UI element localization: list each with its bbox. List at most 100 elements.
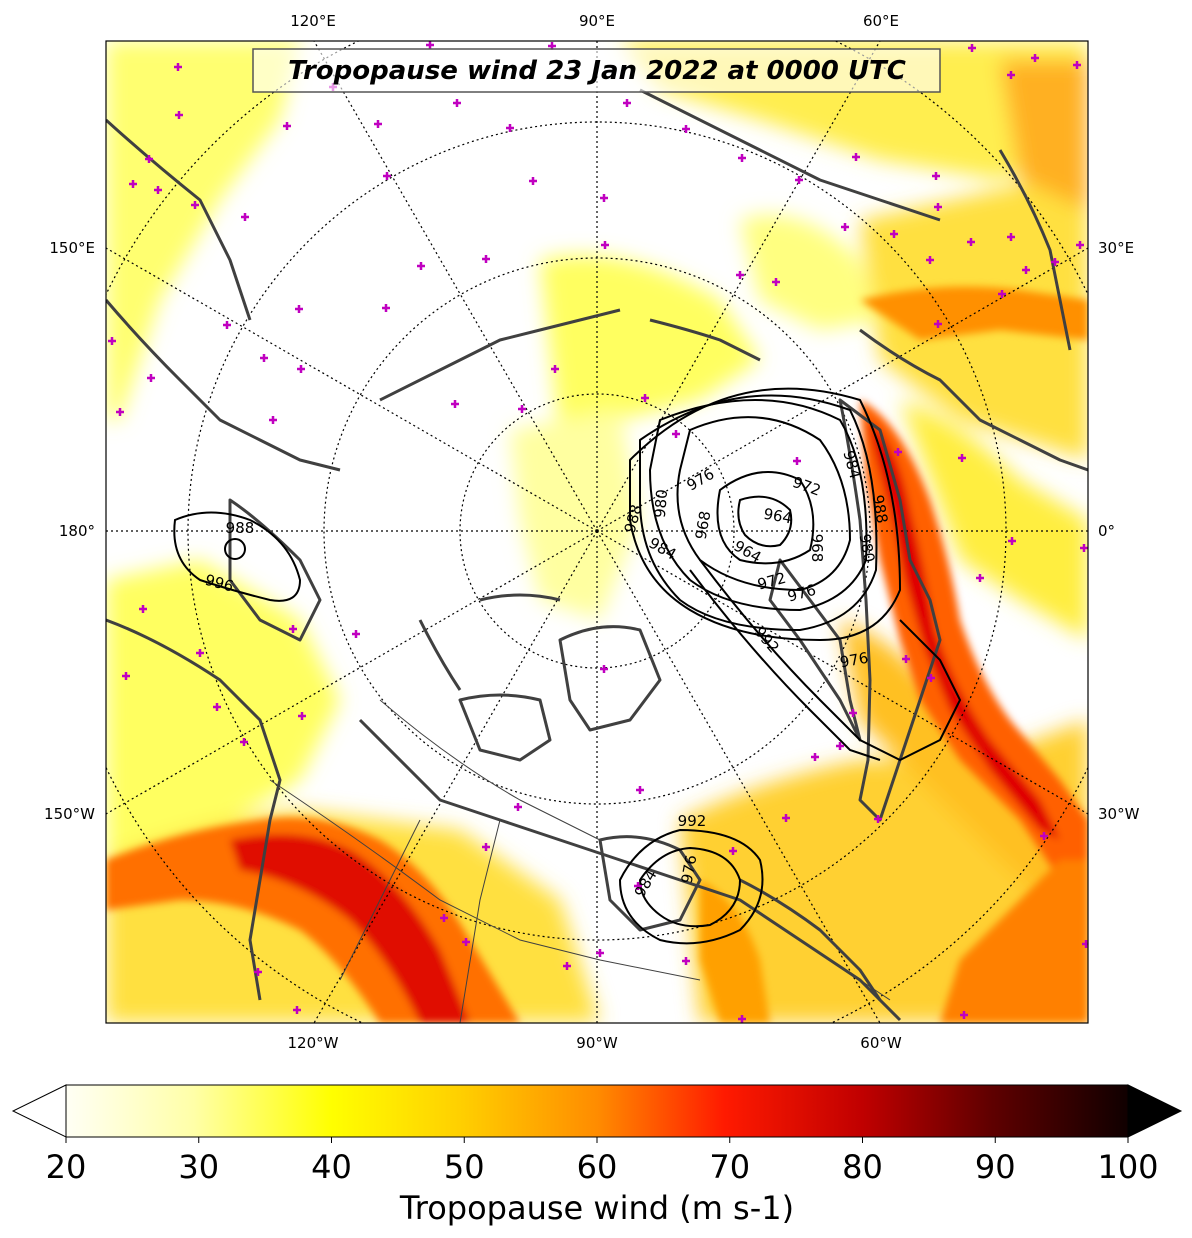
station-marker [932, 172, 940, 180]
lon-label-top-60e: 60°E [863, 12, 899, 30]
station-marker [551, 365, 559, 373]
station-marker [934, 320, 942, 328]
station-marker [926, 256, 934, 264]
colorbar: 20 30 40 50 60 70 80 90 100 Tropopause wind (m s… [11, 1084, 1183, 1227]
station-marker [240, 738, 248, 746]
lon-label-bottom-60w: 60°W [860, 1034, 902, 1052]
coastlines [106, 88, 1088, 1022]
contour-label: 980 [856, 532, 879, 563]
station-marker [145, 155, 153, 163]
station-marker [772, 278, 780, 286]
station-marker [958, 454, 966, 462]
station-marker [636, 786, 644, 794]
map-panel [106, 41, 1088, 1023]
station-marker [596, 949, 604, 957]
station-marker [175, 111, 183, 119]
colorbar-tick-label: 100 [1097, 1148, 1158, 1186]
station-marker [241, 213, 249, 221]
station-marker [122, 672, 130, 680]
station-marker [672, 430, 680, 438]
station-marker [782, 814, 790, 822]
station-marker [426, 41, 434, 49]
lon-label-right-0: 0° [1098, 522, 1115, 540]
station-marker [374, 120, 382, 128]
colorbar-tick-label: 50 [444, 1148, 485, 1186]
lon-label-left-150w: 150°W [44, 805, 95, 823]
colorbar-tick-label: 90 [975, 1148, 1016, 1186]
station-marker [600, 194, 608, 202]
station-marker [482, 843, 490, 851]
station-marker [293, 1006, 301, 1014]
title-text: Tropopause wind 23 Jan 2022 at 0000 UTC [288, 56, 906, 86]
wind-shading [106, 41, 1088, 1023]
contour-label: 992 [678, 812, 707, 830]
contour-label: 980 [651, 489, 671, 519]
contour-label: 964 [762, 505, 793, 528]
station-marker [934, 203, 942, 211]
station-marker [453, 99, 461, 107]
contour-label: 988 [226, 519, 255, 537]
station-marker [634, 882, 642, 890]
colorbar-tick-label: 70 [709, 1148, 750, 1186]
contour-label: 976 [838, 649, 869, 672]
station-marker [890, 230, 898, 238]
station-marker [1022, 266, 1030, 274]
station-marker [529, 177, 537, 185]
station-markers [108, 41, 1088, 1023]
station-marker [682, 957, 690, 965]
station-marker [174, 63, 182, 71]
colorbar-label: Tropopause wind (m s-1) [399, 1189, 794, 1227]
contour-label: 988 [869, 493, 892, 524]
station-marker [968, 44, 976, 52]
station-marker [927, 674, 935, 682]
station-marker [139, 605, 147, 613]
lon-label-right-30w: 30°W [1098, 805, 1140, 823]
station-marker [518, 405, 526, 413]
station-marker [283, 122, 291, 130]
station-marker [811, 753, 819, 761]
station-marker [960, 1011, 968, 1019]
graticule [106, 41, 1088, 1023]
colorbar-tick-label: 20 [46, 1148, 87, 1186]
station-marker [601, 241, 609, 249]
station-marker [417, 262, 425, 270]
colorbar-tick-label: 80 [842, 1148, 883, 1186]
colorbar-ticks: 20 30 40 50 60 70 80 90 100 [46, 1137, 1159, 1186]
lon-label-left-180: 180° [59, 522, 95, 540]
station-marker [482, 255, 490, 263]
station-marker [836, 742, 844, 750]
station-marker [1082, 940, 1088, 948]
map-title: Tropopause wind 23 Jan 2022 at 0000 UTC [252, 48, 941, 93]
station-marker [382, 304, 390, 312]
lon-label-right-30e: 30°E [1098, 239, 1134, 257]
longitude-labels: 120°E 90°E 60°E 120°W 90°W 60°W 150°E 18… [44, 12, 1140, 1052]
lon-label-bottom-90w: 90°W [576, 1034, 618, 1052]
station-marker [682, 125, 690, 133]
map-frame [105, 40, 1089, 1024]
station-marker [902, 655, 910, 663]
station-marker [641, 394, 649, 402]
station-marker [352, 630, 360, 638]
lon-label-left-150e: 150°E [49, 239, 95, 257]
colorbar-extend-min [11, 1084, 67, 1138]
station-marker [451, 400, 459, 408]
station-marker [1080, 544, 1088, 552]
station-marker [297, 365, 305, 373]
lon-label-bottom-120w: 120°W [288, 1034, 339, 1052]
colorbar-tick-label: 60 [577, 1148, 618, 1186]
station-marker [738, 154, 746, 162]
station-marker [1076, 241, 1084, 249]
station-marker [213, 703, 221, 711]
pressure-contours [173, 387, 962, 945]
station-marker [849, 709, 857, 717]
station-marker [1007, 71, 1015, 79]
station-marker [736, 271, 744, 279]
station-marker [191, 201, 199, 209]
station-marker [967, 238, 975, 246]
borders [269, 699, 891, 1023]
station-marker [1040, 832, 1048, 840]
station-marker [116, 408, 124, 416]
station-marker [729, 847, 737, 855]
station-marker [108, 337, 116, 345]
